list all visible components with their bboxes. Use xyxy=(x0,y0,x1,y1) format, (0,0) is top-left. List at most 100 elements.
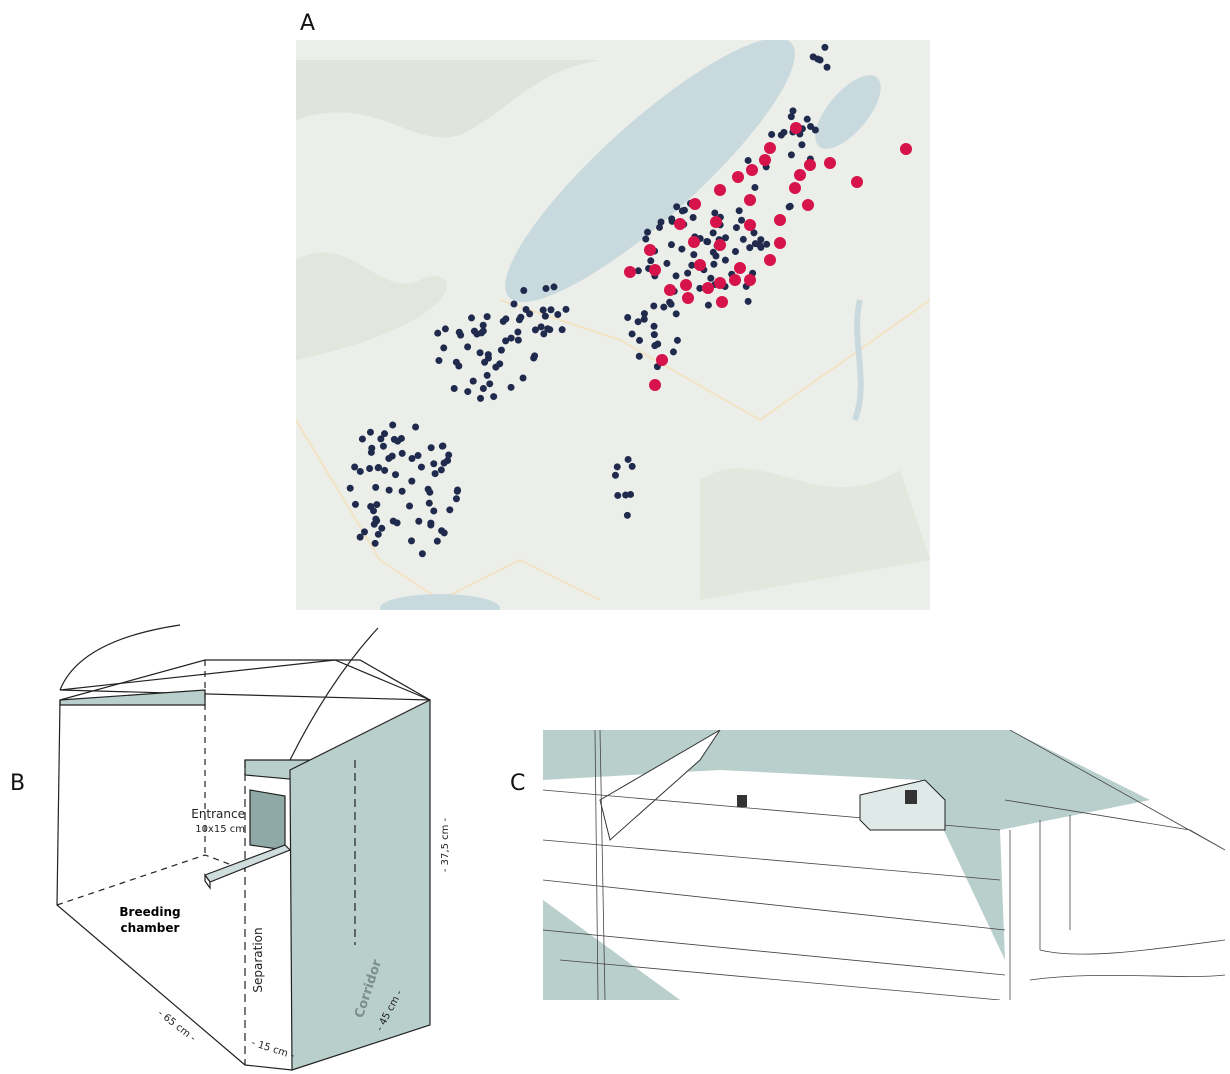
site-dot xyxy=(729,274,741,286)
site-dot xyxy=(441,460,448,467)
site-dot xyxy=(357,534,364,541)
site-dot xyxy=(515,337,522,344)
site-dot xyxy=(614,492,621,499)
site-dot xyxy=(399,488,406,495)
site-dot xyxy=(367,429,374,436)
panel-label: C xyxy=(510,771,525,796)
site-dot xyxy=(740,236,747,243)
site-dot xyxy=(457,332,464,339)
site-dot xyxy=(375,464,382,471)
map xyxy=(296,7,930,622)
site-dot xyxy=(757,236,764,243)
site-dot xyxy=(451,385,458,392)
site-dot xyxy=(732,171,744,183)
site-dot xyxy=(386,487,393,494)
site-dot xyxy=(478,329,485,336)
site-dot xyxy=(352,501,359,508)
site-dot xyxy=(802,199,814,211)
site-dot xyxy=(716,296,728,308)
site-dot xyxy=(790,122,802,134)
site-dot xyxy=(517,314,524,321)
site-dot xyxy=(415,518,422,525)
site-dot xyxy=(636,337,643,344)
site-dot xyxy=(751,184,758,191)
site-dot xyxy=(480,385,487,392)
site-dot xyxy=(508,335,515,342)
site-dot xyxy=(394,438,401,445)
site-dot xyxy=(714,239,726,251)
site-dot xyxy=(663,260,670,267)
site-dot xyxy=(684,270,691,277)
site-dot xyxy=(649,264,661,276)
site-dot xyxy=(745,157,752,164)
site-dot xyxy=(649,379,661,391)
site-dot xyxy=(641,310,648,317)
panel-label: B xyxy=(10,771,25,796)
site-dot xyxy=(629,330,636,337)
site-dot xyxy=(562,306,569,313)
site-dot xyxy=(644,229,651,236)
site-dot xyxy=(789,182,801,194)
site-dot xyxy=(508,384,515,391)
site-dot xyxy=(359,436,366,443)
site-dot xyxy=(554,311,561,318)
site-dot xyxy=(381,430,388,437)
site-dot xyxy=(744,274,756,286)
site-dot xyxy=(375,531,382,538)
site-dot xyxy=(851,176,863,188)
site-dot xyxy=(824,64,831,71)
site-dot xyxy=(419,550,426,557)
site-dot xyxy=(455,363,462,370)
site-dot xyxy=(498,347,505,354)
site-dot xyxy=(486,380,493,387)
site-dot xyxy=(824,157,836,169)
site-dot xyxy=(464,343,471,350)
site-dot xyxy=(484,313,491,320)
site-dot xyxy=(759,154,771,166)
site-dot xyxy=(722,257,729,264)
site-dot xyxy=(389,421,396,428)
site-dot xyxy=(786,203,793,210)
site-dot xyxy=(774,237,786,249)
site-dot xyxy=(559,326,566,333)
site-dot xyxy=(736,207,743,214)
site-dot xyxy=(520,375,527,382)
site-dot xyxy=(690,251,697,258)
site-dot xyxy=(406,503,413,510)
site-dot xyxy=(434,538,441,545)
site-dot xyxy=(612,472,619,479)
site-dot xyxy=(426,489,433,496)
site-dot xyxy=(624,314,631,321)
site-dot xyxy=(670,348,677,355)
site-dot xyxy=(679,207,686,214)
site-dot xyxy=(807,123,814,130)
site-dot xyxy=(711,209,718,216)
site-dot xyxy=(415,452,422,459)
site-dot xyxy=(635,318,642,325)
site-dot xyxy=(540,307,547,314)
site-dot xyxy=(668,215,675,222)
site-dot xyxy=(542,285,549,292)
site-dot xyxy=(804,116,811,123)
site-dot xyxy=(380,443,387,450)
site-dot xyxy=(477,349,484,356)
site-dot xyxy=(680,279,692,291)
site-dot xyxy=(674,218,686,230)
site-dot xyxy=(531,352,538,359)
site-dot xyxy=(660,304,667,311)
site-dot xyxy=(746,164,758,176)
site-dot xyxy=(385,455,392,462)
site-dot xyxy=(682,292,694,304)
site-dot xyxy=(688,236,700,248)
site-dot xyxy=(526,310,533,317)
site-dot xyxy=(764,142,776,154)
site-dot xyxy=(492,364,499,371)
site-dot xyxy=(392,471,399,478)
site-dot xyxy=(664,284,676,296)
site-dot xyxy=(705,302,712,309)
site-dot xyxy=(510,301,517,308)
site-dot xyxy=(430,507,437,514)
site-dot xyxy=(547,306,554,313)
panel-label: A xyxy=(300,11,315,36)
site-dot xyxy=(622,492,629,499)
